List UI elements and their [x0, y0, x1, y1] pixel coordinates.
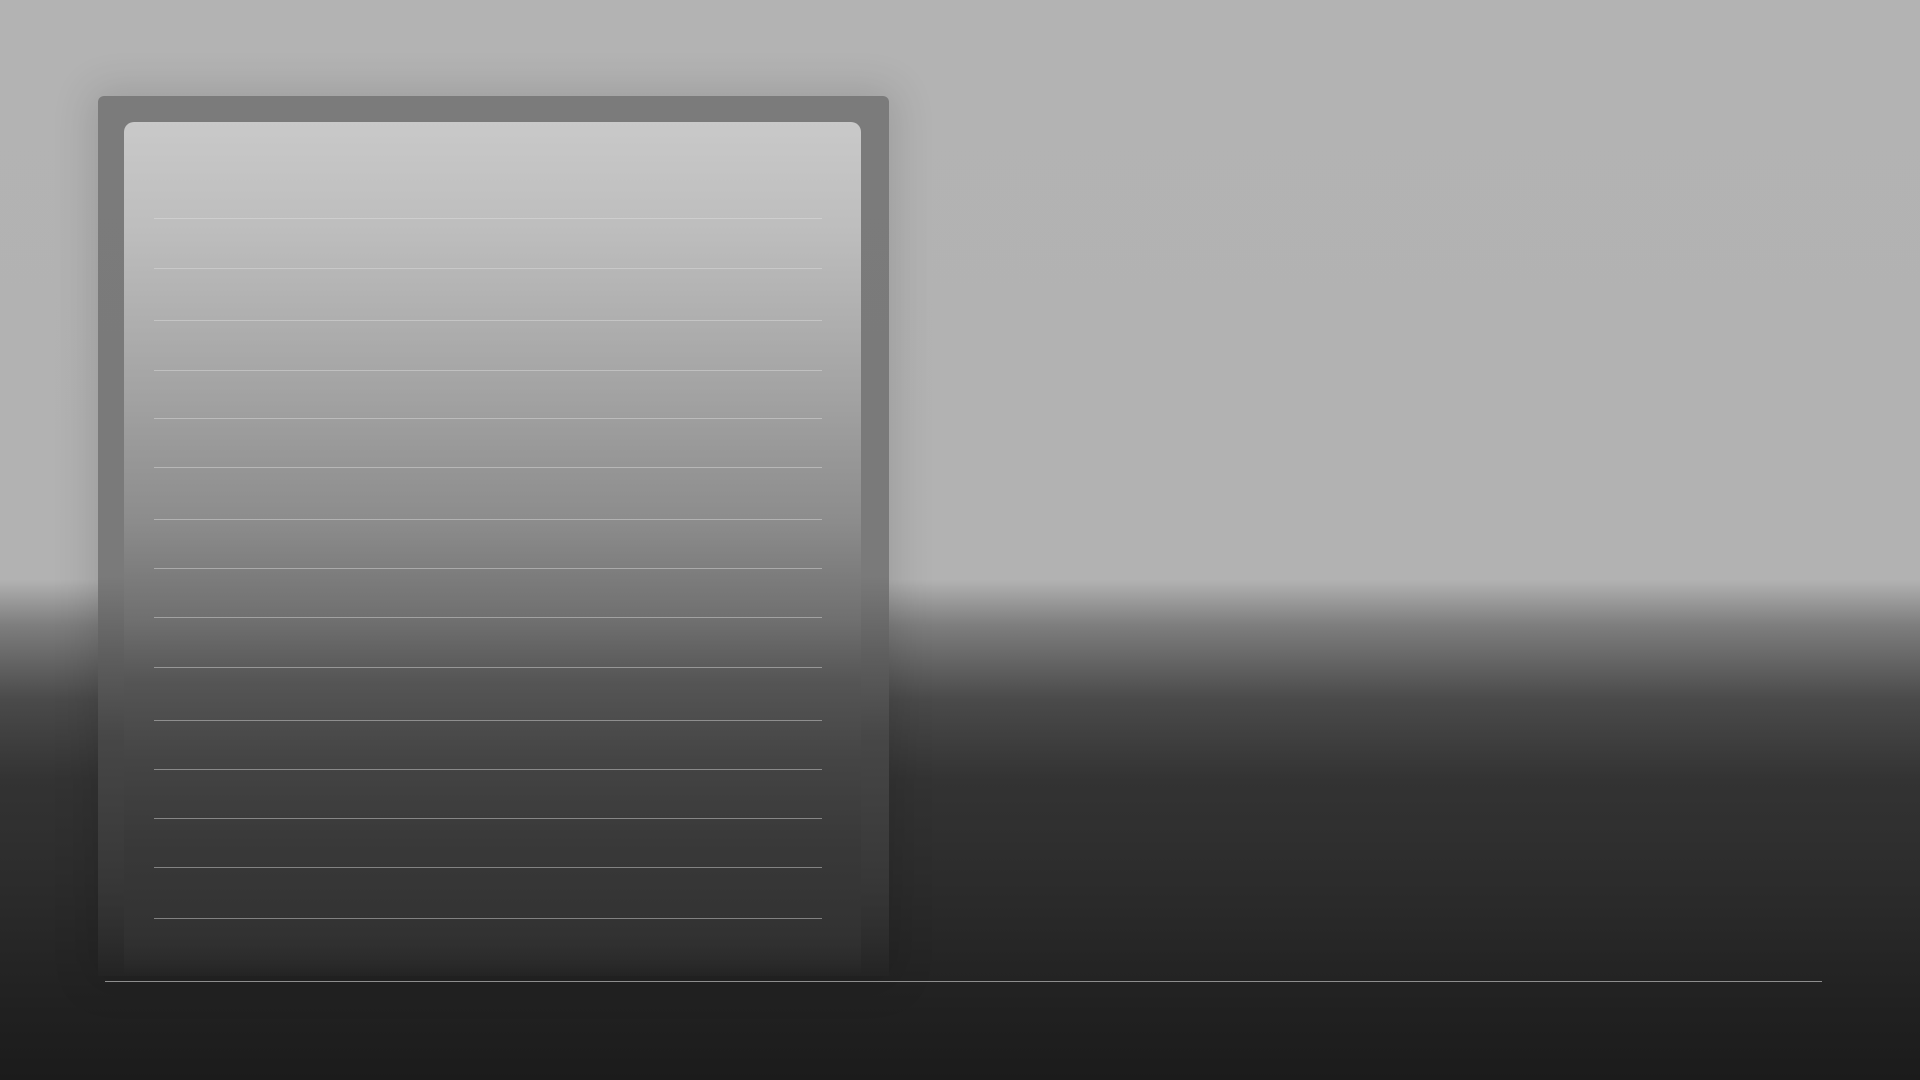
- ruled-line: [154, 667, 822, 668]
- ruled-line: [154, 467, 822, 468]
- ruled-line: [154, 268, 822, 269]
- ruled-line: [154, 519, 822, 520]
- ruled-line: [154, 769, 822, 770]
- floor-baseline: [105, 981, 1822, 982]
- ruled-line: [154, 818, 822, 819]
- ruled-line: [154, 418, 822, 419]
- panel-frame: [98, 96, 889, 976]
- ruled-line: [154, 568, 822, 569]
- ruled-line: [154, 617, 822, 618]
- ruled-line: [154, 720, 822, 721]
- ruled-line: [154, 218, 822, 219]
- ruled-line: [154, 918, 822, 919]
- ruled-line: [154, 370, 822, 371]
- ruled-panel: [124, 122, 861, 976]
- ruled-line: [154, 867, 822, 868]
- ruled-line: [154, 320, 822, 321]
